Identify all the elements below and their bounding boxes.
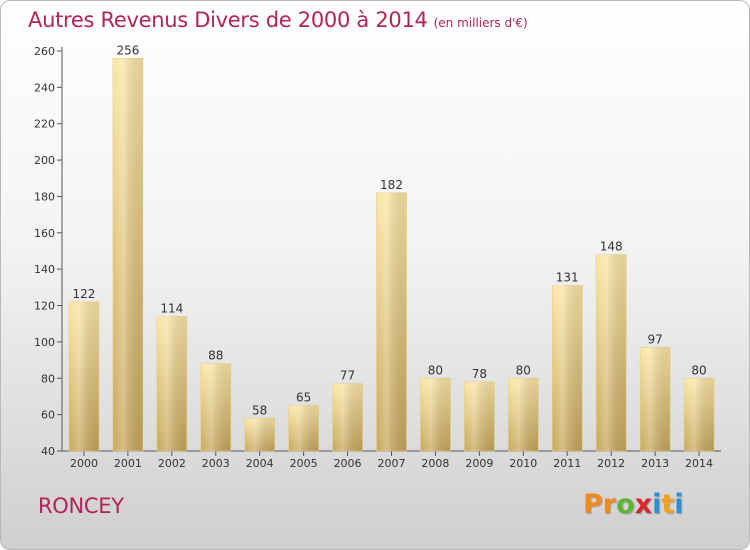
data-label: 148 bbox=[600, 240, 623, 254]
bar-shade bbox=[596, 254, 627, 451]
y-tick-label: 160 bbox=[34, 227, 55, 240]
bar-shade bbox=[420, 378, 451, 451]
x-tick-label: 2014 bbox=[685, 457, 713, 470]
bar-shade bbox=[640, 347, 671, 451]
bar-shade bbox=[156, 316, 187, 451]
x-tick-label: 2009 bbox=[465, 457, 493, 470]
x-tick-label: 2008 bbox=[421, 457, 449, 470]
bar-shade bbox=[464, 381, 495, 451]
data-label: 182 bbox=[380, 178, 403, 192]
x-tick-label: 2002 bbox=[158, 457, 186, 470]
chart-subtitle: (en milliers d'€) bbox=[433, 16, 528, 30]
data-label: 122 bbox=[73, 287, 96, 301]
bar-shade bbox=[244, 418, 275, 451]
x-tick-label: 2012 bbox=[597, 457, 625, 470]
data-label: 65 bbox=[296, 391, 311, 405]
bar-shade bbox=[684, 378, 715, 451]
data-label: 80 bbox=[428, 363, 443, 377]
bar-shade bbox=[288, 405, 319, 451]
y-tick-label: 180 bbox=[34, 190, 55, 203]
x-tick-label: 2005 bbox=[290, 457, 318, 470]
bar-shade bbox=[332, 383, 363, 451]
x-tick-label: 2001 bbox=[114, 457, 142, 470]
brand-letter: t bbox=[661, 489, 675, 520]
bar-shade bbox=[508, 378, 539, 451]
data-label: 77 bbox=[340, 369, 355, 383]
brand-letter: x bbox=[634, 489, 653, 520]
y-tick-label: 100 bbox=[34, 336, 55, 349]
brand-letter: o bbox=[616, 489, 635, 520]
x-tick-label: 2011 bbox=[553, 457, 581, 470]
x-tick-label: 2010 bbox=[509, 457, 537, 470]
y-tick-label: 40 bbox=[41, 445, 55, 458]
data-label: 80 bbox=[691, 363, 706, 377]
y-tick-label: 80 bbox=[41, 372, 55, 385]
x-tick-label: 2013 bbox=[641, 457, 669, 470]
bar-shade bbox=[376, 192, 407, 451]
x-tick-label: 2003 bbox=[202, 457, 230, 470]
data-label: 114 bbox=[160, 301, 183, 315]
brand-logo[interactable]: Proxiti bbox=[583, 489, 684, 520]
data-label: 58 bbox=[252, 403, 267, 417]
y-tick-label: 200 bbox=[34, 154, 55, 167]
bar-shade bbox=[68, 301, 99, 451]
x-tick-label: 2004 bbox=[246, 457, 274, 470]
data-label: 88 bbox=[208, 349, 223, 363]
x-tick-label: 2007 bbox=[378, 457, 406, 470]
y-tick-label: 240 bbox=[34, 81, 55, 94]
data-label: 256 bbox=[116, 43, 139, 57]
y-tick-label: 120 bbox=[34, 300, 55, 313]
brand-letter: i bbox=[652, 489, 662, 520]
y-tick-label: 60 bbox=[41, 409, 55, 422]
value-labels: 122 256 114 88 58 65 77 182 80 78 80 131 148 97 80 bbox=[73, 43, 707, 417]
bar-shade bbox=[112, 58, 143, 451]
x-tick-label: 2006 bbox=[334, 457, 362, 470]
bars bbox=[68, 57, 715, 452]
x-tick-label: 2000 bbox=[70, 457, 98, 470]
data-label: 97 bbox=[647, 332, 662, 346]
bar-shade bbox=[200, 363, 231, 451]
data-label: 131 bbox=[556, 271, 579, 285]
data-label: 78 bbox=[472, 367, 487, 381]
chart-title-block: Autres Revenus Divers de 2000 à 2014 (en … bbox=[28, 8, 528, 32]
data-label: 80 bbox=[516, 363, 531, 377]
brand-letter: r bbox=[602, 489, 617, 520]
y-tick-label: 260 bbox=[34, 45, 55, 58]
chart-title: Autres Revenus Divers de 2000 à 2014 bbox=[28, 8, 428, 32]
commune-name: RONCEY bbox=[38, 494, 124, 518]
y-tick-label: 220 bbox=[34, 118, 55, 131]
axes: 40 60 80 100 120 140 160 180 200 220 240 260 2000 200… bbox=[34, 45, 721, 470]
brand-letter: i bbox=[674, 489, 684, 520]
brand-letter: P bbox=[583, 489, 603, 520]
bar-shade bbox=[552, 285, 583, 451]
y-tick-label: 140 bbox=[34, 263, 55, 276]
